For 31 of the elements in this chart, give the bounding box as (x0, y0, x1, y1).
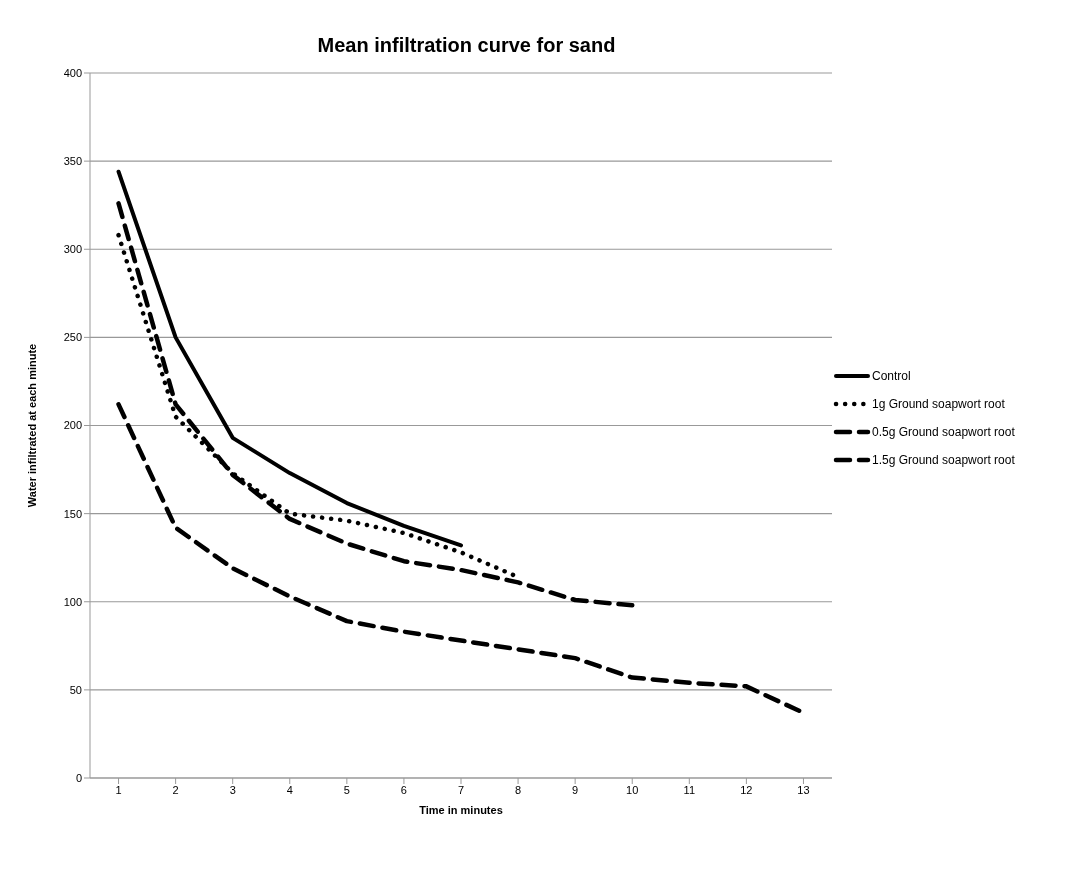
x-tick-label: 11 (683, 783, 696, 796)
y-tick-label: 400 (63, 66, 82, 79)
x-tick-label: 4 (286, 783, 293, 796)
x-tick-label: 13 (797, 783, 810, 796)
y-tick-label: 50 (69, 683, 82, 696)
x-tick-label: 1 (115, 783, 122, 796)
y-tick-label: 150 (63, 507, 82, 520)
chart-title: Mean infiltration curve for sand (316, 34, 617, 57)
line-series (116, 169, 463, 548)
x-tick-label: 7 (457, 783, 465, 796)
y-tick-label: 0 (75, 771, 82, 784)
legend-label: Control (872, 369, 911, 383)
x-tick-label: 12 (740, 783, 753, 796)
y-axis-title: Water infiltrated at each minute (25, 343, 38, 508)
y-tick-label: 350 (63, 155, 82, 168)
x-tick-label: 9 (572, 783, 579, 796)
x-tick-label: 10 (626, 783, 639, 796)
y-tick-label: 250 (63, 331, 82, 344)
line-series (116, 201, 635, 608)
legend-label: 1.5g Ground soapwort root (872, 453, 1015, 467)
legend-label: 0.5g Ground soapwort root (872, 425, 1015, 439)
x-axis-title: Time in minutes (419, 804, 503, 816)
y-tick-label: 200 (63, 419, 82, 432)
x-tick-label: 3 (229, 783, 236, 796)
x-tick-label: 6 (400, 783, 407, 796)
x-tick-label: 8 (515, 783, 522, 796)
y-tick-label: 100 (63, 595, 82, 608)
x-tick-label: 5 (343, 783, 350, 796)
x-tick-label: 2 (172, 783, 179, 796)
y-tick-label: 300 (63, 243, 82, 256)
legend-label: 1g Ground soapwort root (872, 397, 1005, 411)
